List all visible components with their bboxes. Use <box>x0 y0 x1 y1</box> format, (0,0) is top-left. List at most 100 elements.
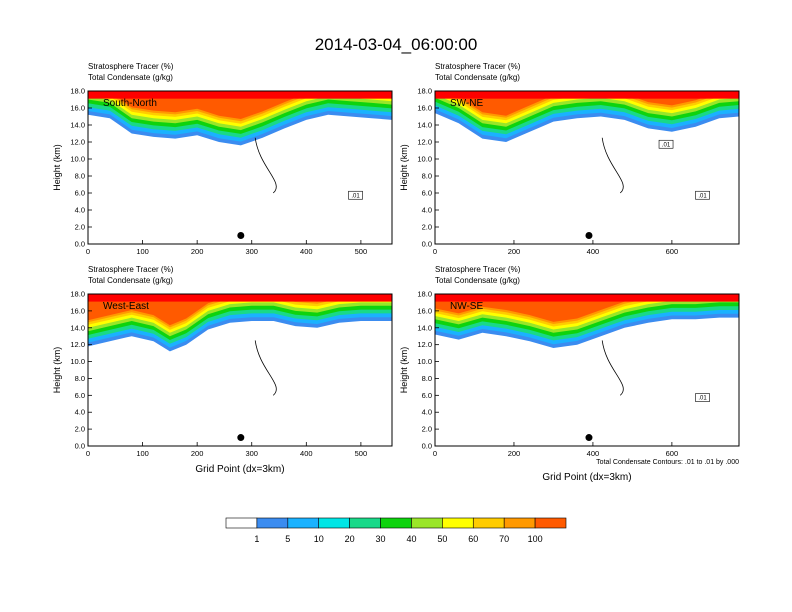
colorbar-box <box>380 517 412 529</box>
y-axis-label: Height (km) <box>399 347 409 394</box>
tracer-band-top <box>435 91 739 99</box>
y-tick-label: 0.0 <box>75 240 85 249</box>
panel-label: West-East <box>103 301 149 312</box>
tracer-band-8 <box>88 294 392 326</box>
y-tick-label: 2.0 <box>422 425 432 434</box>
colorbar-box <box>349 517 381 529</box>
subtitle-condensate: Total Condensate (g/kg) <box>435 276 520 285</box>
y-tick-label: 2.0 <box>422 223 432 232</box>
plot-frame <box>87 90 393 245</box>
x-tick-label: 200 <box>508 449 521 458</box>
x-tick-label: 500 <box>355 449 368 458</box>
contour-label: .01 <box>351 193 360 199</box>
condensate-contour <box>601 340 624 396</box>
contour-label-box <box>658 139 674 149</box>
y-tick-label: 2.0 <box>75 425 85 434</box>
y-tick-label: 8.0 <box>422 172 432 181</box>
x-tick-label: 0 <box>433 449 437 458</box>
location-marker <box>237 232 245 239</box>
condensate-contour <box>254 340 277 396</box>
x-tick-label: 0 <box>86 247 90 256</box>
y-tick-label: 10.0 <box>70 357 85 366</box>
y-tick-label: 0.0 <box>75 442 85 451</box>
contour-label: .01 <box>698 396 707 402</box>
x-tick-label: 0 <box>433 247 437 256</box>
location-marker <box>585 232 593 239</box>
contour-label: .01 <box>698 193 707 199</box>
panel-nw-se: Stratosphere Tracer (%) Total Condensate … <box>399 265 740 483</box>
y-axis-label: Height (km) <box>399 144 409 191</box>
x-tick-label: 100 <box>136 449 149 458</box>
colorbar-level-label: 60 <box>468 534 478 544</box>
colorbar: 1 5 10 20 30 40 50 60 70 100 <box>225 517 567 544</box>
colorbar-level-label: 30 <box>376 534 386 544</box>
y-tick-label: 6.0 <box>75 391 85 400</box>
y-tick-label: 8.0 <box>422 374 432 383</box>
colorbar-level-label: 5 <box>285 534 290 544</box>
y-tick-label: 12.0 <box>417 340 432 349</box>
x-axis-label: Grid Point (dx=3km) <box>542 472 631 483</box>
plot-frame <box>434 293 740 447</box>
condensate-contour <box>601 137 624 194</box>
y-tick-label: 18.0 <box>70 290 85 299</box>
x-tick-label: 400 <box>300 449 313 458</box>
subtitle-condensate: Total Condensate (g/kg) <box>88 73 173 82</box>
y-tick-label: 6.0 <box>422 189 432 198</box>
location-marker <box>585 434 593 442</box>
y-tick-label: 12.0 <box>417 138 432 147</box>
x-tick-label: 200 <box>191 449 204 458</box>
y-tick-label: 16.0 <box>417 104 432 113</box>
plot-frame <box>434 90 740 245</box>
y-tick-label: 10.0 <box>417 357 432 366</box>
contour-label-box <box>695 190 710 200</box>
y-tick-label: 10.0 <box>70 155 85 164</box>
y-tick-label: 16.0 <box>417 306 432 315</box>
y-tick-label: 18.0 <box>70 87 85 96</box>
colorbar-box <box>442 517 474 529</box>
contour-label-box <box>695 393 710 402</box>
colorbar-level-label: 20 <box>345 534 355 544</box>
x-tick-label: 600 <box>666 247 679 256</box>
x-tick-label: 400 <box>300 247 313 256</box>
y-tick-label: 4.0 <box>422 206 432 215</box>
plot-frame <box>87 293 393 447</box>
location-marker <box>237 434 245 442</box>
colorbar-level-label: 100 <box>528 534 543 544</box>
y-tick-label: 18.0 <box>417 290 432 299</box>
colorbar-box <box>318 517 350 529</box>
colorbar-level-label: 10 <box>314 534 324 544</box>
y-tick-label: 8.0 <box>75 374 85 383</box>
colorbar-box <box>534 517 567 529</box>
y-tick-label: 4.0 <box>75 206 85 215</box>
footnote: Total Condensate Contours: .01 to .01 by… <box>596 459 739 466</box>
panel-label: NW-SE <box>450 301 483 312</box>
colorbar-box <box>225 517 258 529</box>
subtitle-tracer: Stratosphere Tracer (%) <box>88 265 174 274</box>
figure-title: 2014-03-04_06:00:00 <box>315 35 478 54</box>
x-tick-label: 200 <box>508 247 521 256</box>
colorbar-level-label: 40 <box>406 534 416 544</box>
colorbar-level-label: 70 <box>499 534 509 544</box>
y-tick-label: 12.0 <box>70 138 85 147</box>
y-tick-label: 10.0 <box>417 155 432 164</box>
y-tick-label: 0.0 <box>422 240 432 249</box>
y-tick-label: 0.0 <box>422 442 432 451</box>
panel-label: SW-NE <box>450 98 483 109</box>
panel-label: South-North <box>103 98 157 109</box>
y-tick-label: 2.0 <box>75 223 85 232</box>
y-tick-label: 16.0 <box>70 306 85 315</box>
y-tick-label: 4.0 <box>422 408 432 417</box>
colorbar-level-label: 1 <box>254 534 259 544</box>
x-tick-label: 600 <box>666 449 679 458</box>
panel-south-north: Stratosphere Tracer (%) Total Condensate … <box>52 62 393 256</box>
y-tick-label: 14.0 <box>70 121 85 130</box>
x-tick-label: 300 <box>245 449 258 458</box>
y-axis-label: Height (km) <box>52 347 62 394</box>
tracer-band-top <box>88 294 392 302</box>
panel-west-east: Stratosphere Tracer (%) Total Condensate … <box>52 265 393 475</box>
y-tick-label: 14.0 <box>417 121 432 130</box>
colorbar-box <box>287 517 320 529</box>
x-tick-label: 400 <box>587 247 600 256</box>
x-tick-label: 200 <box>191 247 204 256</box>
y-tick-label: 8.0 <box>75 172 85 181</box>
